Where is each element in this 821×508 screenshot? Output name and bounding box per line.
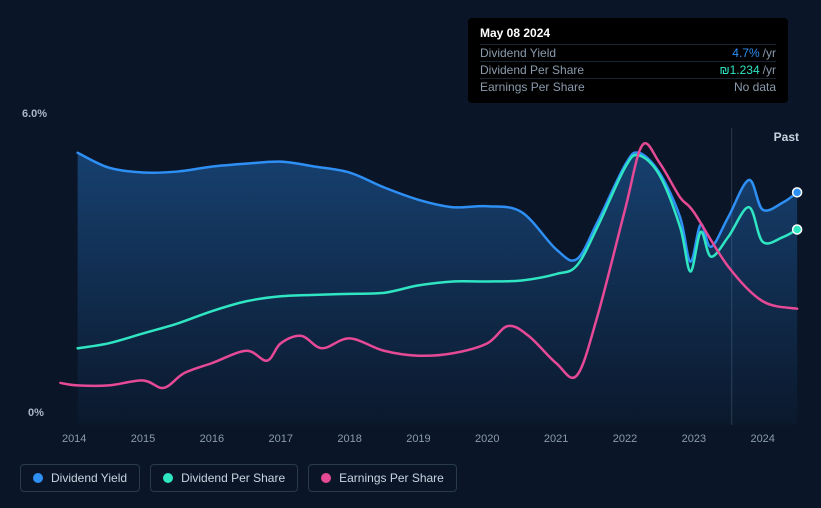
- x-axis-tick: 2019: [406, 433, 430, 445]
- x-axis-tick: 2022: [613, 433, 637, 445]
- tooltip-row-value: ₪1.234/yr: [719, 63, 776, 77]
- x-axis-tick: 2017: [268, 433, 292, 445]
- tooltip-row-value: No data: [734, 80, 776, 94]
- tooltip-row: Earnings Per Share No data: [480, 78, 776, 95]
- dividend-chart: 6.0% 0% Past 2014 2015 2016 2017 2018 2019 202…: [0, 0, 821, 508]
- x-axis-tick: 2015: [131, 433, 155, 445]
- x-axis-tick: 2024: [750, 433, 774, 445]
- x-axis-tick: 2021: [544, 433, 568, 445]
- tooltip-row: Dividend Per Share ₪1.234/yr: [480, 61, 776, 78]
- y-axis-min-label: 0%: [28, 407, 44, 419]
- past-label: Past: [774, 130, 799, 144]
- tooltip-row-label: Dividend Yield: [480, 46, 556, 60]
- chart-tooltip: May 08 2024 Dividend Yield4.7%/yrDividen…: [468, 18, 788, 103]
- tooltip-row-value: 4.7%/yr: [732, 46, 776, 60]
- legend-swatch-icon: [33, 473, 43, 483]
- x-axis-tick: 2016: [200, 433, 224, 445]
- tooltip-row: Dividend Yield 4.7%/yr: [480, 44, 776, 61]
- legend-swatch-icon: [321, 473, 331, 483]
- x-axis-tick: 2014: [62, 433, 86, 445]
- chart-legend: Dividend Yield Dividend Per Share Earnin…: [20, 464, 457, 492]
- x-axis-tick: 2020: [475, 433, 499, 445]
- tooltip-row-label: Earnings Per Share: [480, 80, 585, 94]
- legend-label: Dividend Per Share: [181, 471, 285, 485]
- y-axis-max-label: 6.0%: [22, 108, 47, 120]
- legend-dividend-per-share[interactable]: Dividend Per Share: [150, 464, 298, 492]
- legend-label: Earnings Per Share: [339, 471, 444, 485]
- x-axis-tick: 2023: [682, 433, 706, 445]
- legend-swatch-icon: [163, 473, 173, 483]
- tooltip-row-label: Dividend Per Share: [480, 63, 584, 77]
- tooltip-date: May 08 2024: [480, 26, 776, 40]
- legend-label: Dividend Yield: [51, 471, 127, 485]
- x-axis-tick: 2018: [337, 433, 361, 445]
- legend-earnings-per-share[interactable]: Earnings Per Share: [308, 464, 457, 492]
- legend-dividend-yield[interactable]: Dividend Yield: [20, 464, 140, 492]
